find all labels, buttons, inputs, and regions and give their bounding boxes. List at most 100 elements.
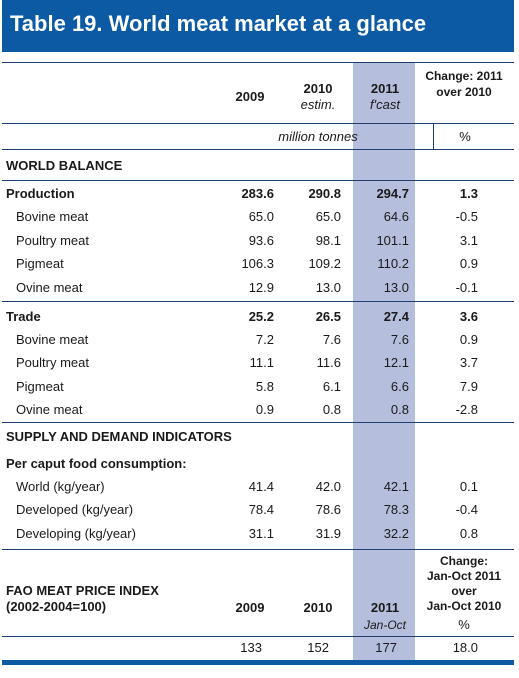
value-2011: 27.4 — [383, 308, 409, 324]
value-2009: 25.2 — [248, 308, 274, 324]
value-change: -0.1 — [455, 279, 478, 295]
value-2011: 78.3 — [383, 502, 409, 518]
header-2010: 2010 — [303, 81, 333, 96]
value-2009: 41.4 — [248, 479, 274, 494]
title-bar: Table 19. World meat market at a glance — [2, 0, 514, 52]
header-change-line2: over 2010 — [436, 85, 492, 99]
value-change: 3.7 — [459, 355, 478, 371]
value-2011: 42.1 — [383, 479, 409, 494]
price-value-2010: 152 — [307, 640, 329, 655]
value-2009: 93.6 — [248, 232, 274, 248]
value-2010: 6.1 — [322, 378, 341, 394]
row-label: Poultry meat — [16, 232, 89, 248]
value-2011: 13.0 — [383, 279, 409, 295]
price-index-label-line2: (2002-2004=100) — [6, 599, 107, 614]
section-rule-trade — [2, 301, 514, 302]
value-2011: 101.1 — [376, 232, 409, 248]
row-label: Pigmeat — [16, 378, 64, 394]
value-change: 0.9 — [459, 256, 478, 272]
table-title: Table 19. World meat market at a glance — [10, 11, 427, 36]
value-change: -0.4 — [455, 502, 478, 518]
header-2010-sub: estim. — [300, 97, 336, 112]
price-change-line4: Jan-Oct 2010 — [426, 599, 502, 613]
price-value-2009: 133 — [240, 640, 262, 655]
price-change-line1: Change: — [440, 554, 488, 568]
row-label: Ovine meat — [16, 402, 83, 418]
price-header-2010: 2010 — [303, 600, 333, 615]
price-value-change: 18.0 — [452, 640, 478, 655]
header-2009: 2009 — [235, 89, 265, 104]
value-2011: 110.2 — [377, 256, 409, 272]
row-label: Poultry meat — [16, 355, 89, 371]
value-change: 0.1 — [459, 479, 478, 494]
price-change-line3: over — [451, 584, 477, 598]
row-label: Trade — [6, 308, 41, 324]
value-2009: 5.8 — [255, 378, 274, 394]
value-2010: 78.6 — [315, 502, 341, 518]
unit-rule — [2, 149, 514, 150]
price-header-2011: 2011 — [370, 600, 400, 615]
header-rule — [2, 123, 514, 124]
section-rule-supply-demand — [2, 422, 514, 423]
value-2011: 64.6 — [383, 209, 409, 225]
value-2010: 11.6 — [316, 355, 341, 371]
row-label: Developing (kg/year) — [16, 525, 136, 541]
row-label: Production — [6, 186, 75, 201]
price-value-2011: 177 — [375, 640, 397, 655]
price-header-2009: 2009 — [235, 600, 265, 615]
value-2011: 6.6 — [390, 378, 409, 394]
price-header-2011-sub: Jan-Oct — [363, 618, 407, 632]
value-change: 3.1 — [459, 232, 478, 248]
value-2010: 31.9 — [315, 525, 341, 541]
price-change-line2: Jan-Oct 2011 — [426, 569, 502, 583]
value-2010: 42.0 — [315, 479, 341, 494]
price-index-rule — [2, 636, 514, 637]
section-rule-world-balance — [2, 180, 514, 181]
value-2010: 290.8 — [308, 186, 341, 201]
value-2011: 0.8 — [390, 402, 409, 418]
value-2011: 12.1 — [383, 355, 409, 371]
value-2011: 32.2 — [383, 525, 409, 541]
section-heading-supply-demand: SUPPLY AND DEMAND INDICATORS — [6, 429, 232, 444]
value-change: 1.3 — [459, 186, 478, 201]
value-change: 7.9 — [459, 378, 478, 394]
value-2010: 0.8 — [322, 402, 341, 418]
value-change: -0.5 — [455, 209, 478, 225]
value-change: 0.8 — [459, 525, 478, 541]
value-2010: 65.0 — [315, 209, 341, 225]
value-2009: 7.2 — [255, 331, 274, 347]
value-2010: 13.0 — [315, 279, 341, 295]
row-label: Ovine meat — [16, 279, 83, 295]
value-2009: 12.9 — [248, 279, 274, 295]
value-2009: 283.6 — [241, 186, 274, 201]
header-change-line1: Change: 2011 — [425, 69, 503, 83]
row-label: Developed (kg/year) — [16, 502, 134, 518]
value-2009: 106.3 — [241, 256, 274, 272]
value-2010: 98.1 — [315, 232, 341, 248]
unit-percent: % — [459, 129, 471, 144]
value-2010: 26.5 — [315, 308, 341, 324]
section-heading-world-balance: WORLD BALANCE — [6, 158, 123, 173]
row-label: World (kg/year) — [16, 479, 105, 494]
row-label: Pigmeat — [16, 256, 64, 272]
subheading-per-caput: Per caput food consumption: — [6, 456, 187, 471]
price-index-label-line1: FAO MEAT PRICE INDEX — [6, 583, 159, 598]
value-2009: 78.4 — [248, 502, 274, 518]
row-label: Bovine meat — [16, 331, 89, 347]
unit-million-tonnes: million tonnes — [278, 129, 358, 144]
value-change: 3.6 — [459, 308, 478, 324]
row-label: Bovine meat — [16, 209, 89, 225]
value-2010: 109.2 — [308, 256, 341, 272]
value-2009: 65.0 — [248, 209, 274, 225]
top-rule — [2, 62, 514, 63]
bottom-bar — [2, 660, 514, 665]
value-2009: 31.1 — [248, 525, 274, 541]
value-2011: 294.7 — [376, 186, 409, 201]
forecast-column-highlight — [353, 62, 415, 660]
value-2010: 7.6 — [322, 331, 341, 347]
value-change: 0.9 — [459, 331, 478, 347]
section-rule-price-index — [2, 549, 514, 550]
value-2011: 7.6 — [390, 331, 409, 347]
value-2009: 11.1 — [249, 355, 274, 371]
price-change-unit: % — [458, 617, 470, 632]
